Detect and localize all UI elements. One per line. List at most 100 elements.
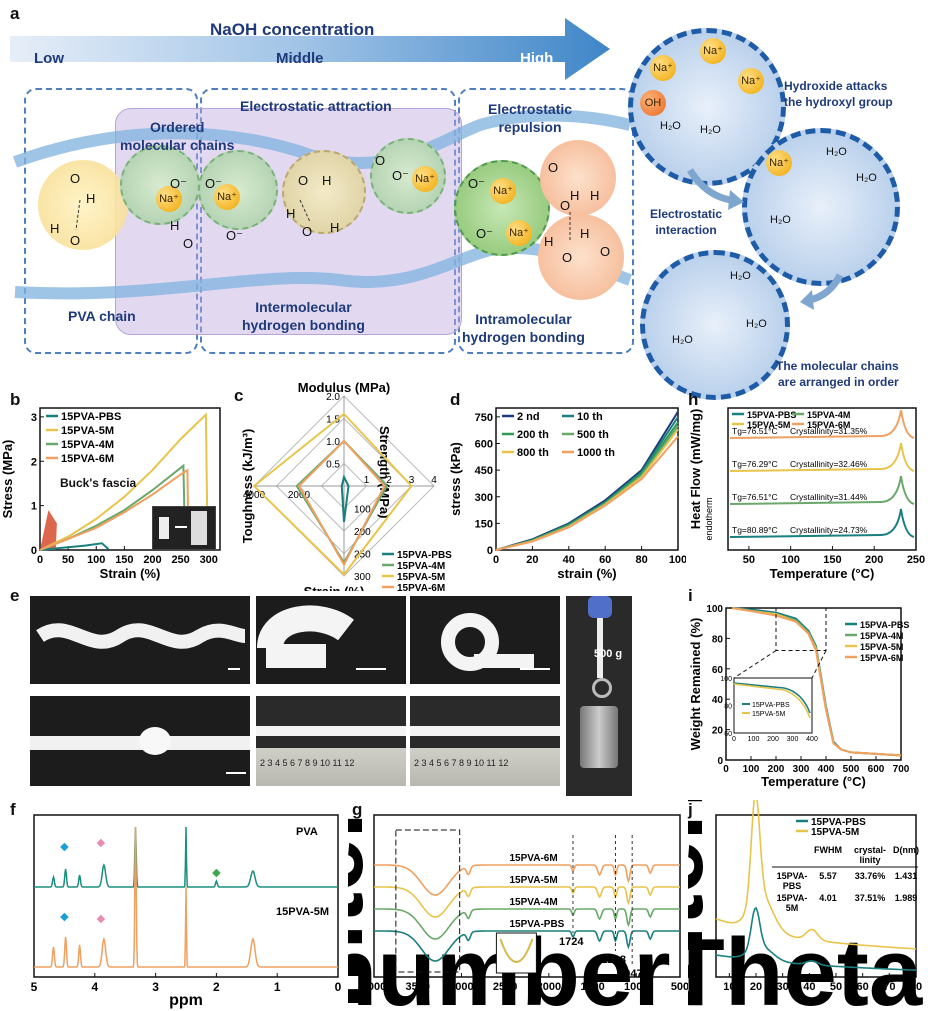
y-tick-label: 100 — [706, 604, 723, 615]
x-tick-label: 60 — [599, 554, 611, 566]
radar-axis-label-toughness: Toughness (kJ/m³) — [240, 429, 255, 544]
radar-tick: 4000 — [243, 490, 266, 501]
legend-label: 15PVA-4M — [860, 631, 903, 641]
radar-tick: 1 — [364, 475, 370, 486]
legend-label: 15PVA-PBS — [397, 550, 452, 561]
x-axis-label: Temperature (°C) — [761, 774, 866, 789]
inset-y-tick: 100 — [720, 676, 732, 683]
panel-j-label: j — [688, 800, 693, 819]
y-axis-label: Stress (MPa) — [0, 440, 15, 519]
radar-tick: 1.5 — [326, 415, 340, 426]
legend-label: 200 th — [517, 429, 549, 441]
peak-marker — [96, 914, 106, 924]
x-tick-label: 500 — [843, 764, 860, 775]
electrostatic-attraction-label: Electrostatic attraction — [240, 98, 392, 114]
y-tick-label: 20 — [712, 726, 724, 737]
svg-text:O⁻: O⁻ — [468, 176, 485, 191]
x-tick-label: 2 — [213, 980, 220, 994]
panel-i: i 0 100 200 300 400 500 600 700 0 20 40 60 80 100 Temp… — [686, 586, 926, 800]
x-tick-label: 200 — [768, 764, 785, 775]
x-axis-label: ppm — [169, 992, 203, 1009]
x-tick-label: 200 — [865, 554, 883, 566]
legend-label: 2 nd — [517, 411, 540, 423]
x-tick-label: 100 — [743, 764, 760, 775]
weight-label: 500 g — [594, 648, 623, 660]
x-tick-label: 300 — [200, 554, 218, 566]
inset-y-tick: 80 — [724, 704, 732, 711]
x-tick-label: 10 — [723, 981, 735, 993]
na-ion-c1a: Na⁺ — [650, 55, 676, 81]
h2o-c2c: H₂O — [770, 214, 791, 226]
series-line-15PVA-6M — [39, 468, 190, 551]
table-cell: 15PVA- — [777, 893, 808, 903]
tg-label: Tg=76.51°C — [732, 492, 778, 502]
ftir-line-15PVA-6M — [374, 864, 680, 896]
x-tick-label: 100 — [781, 554, 799, 566]
x-axis-label: Temperature (°C) — [770, 566, 875, 581]
x-tick-label: 20 — [750, 981, 762, 993]
x-tick-label: 50 — [62, 554, 74, 566]
table-cell: 1.431 — [895, 871, 918, 881]
x-tick-label: 2500 — [493, 981, 517, 993]
ftir-line-15PVA-PBS — [374, 930, 680, 962]
inset-x-tick: 400 — [806, 736, 818, 743]
table-header: FWHM — [814, 845, 842, 855]
x-tick-label: 4 — [91, 980, 98, 994]
arrow-title: NaOH concentration — [210, 20, 375, 39]
series-line-15PVA-PBS — [729, 508, 915, 538]
svg-text:O: O — [562, 250, 572, 265]
svg-text:O: O — [298, 173, 308, 188]
photo-folded — [256, 596, 406, 684]
ftir-series-label: 15PVA-PBS — [510, 919, 565, 930]
y-tick-label: 0 — [487, 545, 493, 557]
y-tick-label: 600 — [475, 439, 493, 451]
x-tick-label: 50 — [830, 981, 842, 993]
tga-chart: 0 100 200 300 400 500 600 700020406080100Temper… — [688, 604, 910, 789]
series-line-15PVA-5M — [39, 412, 209, 551]
crystallinity-label: Crystallinity=24.73% — [790, 525, 868, 535]
svg-text:O⁻: O⁻ — [205, 176, 222, 191]
legend-label: 10 th — [577, 411, 603, 423]
h2o-c1: H₂O — [660, 120, 681, 132]
series-line-500 th — [495, 425, 679, 551]
pva-bubble-yellow — [38, 160, 128, 250]
y-axis-label: Intensity — [348, 800, 383, 1009]
inset-legend-label: 15PVA-PBS — [752, 702, 790, 709]
photo-stretch-2: 2 3 4 5 6 7 8 9 10 11 12 — [410, 696, 560, 786]
radar-series-15PVA-PBS — [340, 474, 350, 523]
legend-label: 15PVA-PBS — [61, 411, 121, 423]
x-tick-label: 0 — [723, 764, 729, 775]
panel-b-label: b — [10, 390, 21, 409]
ftir-inset — [495, 932, 537, 974]
svg-text:H: H — [330, 220, 339, 235]
panel-c: c Modulus (MPa) Strength (MPa) Strain (%) T… — [232, 376, 462, 591]
intramolecular-hb-label: Intramolecular hydrogen bonding — [462, 311, 585, 345]
panel-e-label: e — [10, 586, 20, 605]
x-tick-label: 700 — [893, 764, 910, 775]
h2o-c2a: H₂O — [826, 146, 847, 158]
label-middle: Middle — [276, 50, 324, 67]
radar-tick: 3 — [409, 475, 415, 486]
radar-series-15PVA-6M — [297, 439, 386, 567]
x-tick-label: 100 — [669, 554, 686, 566]
x-tick-label: 0 — [335, 980, 342, 994]
x-tick-label: 2000 — [537, 981, 561, 993]
plot-frame — [727, 407, 917, 551]
y-axis-label: Heat Flow (mW/mg) — [688, 409, 703, 530]
panel-c-label: c — [234, 386, 244, 405]
svg-text:O⁻: O⁻ — [226, 228, 243, 243]
x-tick-label: 4000 — [362, 981, 386, 993]
plot-frame — [373, 814, 681, 978]
x-tick-label: 40 — [563, 554, 575, 566]
photo-rolled — [410, 596, 560, 684]
chains-arranged-label: The molecular chains are arranged in ord… — [776, 359, 899, 389]
radar-series-15PVA-5M — [252, 412, 413, 577]
curved-arrows — [686, 168, 844, 310]
legend-label: 15PVA-PBS — [811, 817, 866, 828]
x-tick-label: 80 — [635, 554, 647, 566]
svg-text:O: O — [70, 171, 80, 186]
panel-f-label: f — [10, 800, 16, 819]
cyclic-stress-chart: 0 20 40 60 80 100 0 150 300 450 600 750 strain (%) st… — [448, 407, 686, 581]
svg-text:H: H — [570, 188, 579, 203]
x-axis-label: 2-Theta (°) — [688, 919, 926, 1010]
